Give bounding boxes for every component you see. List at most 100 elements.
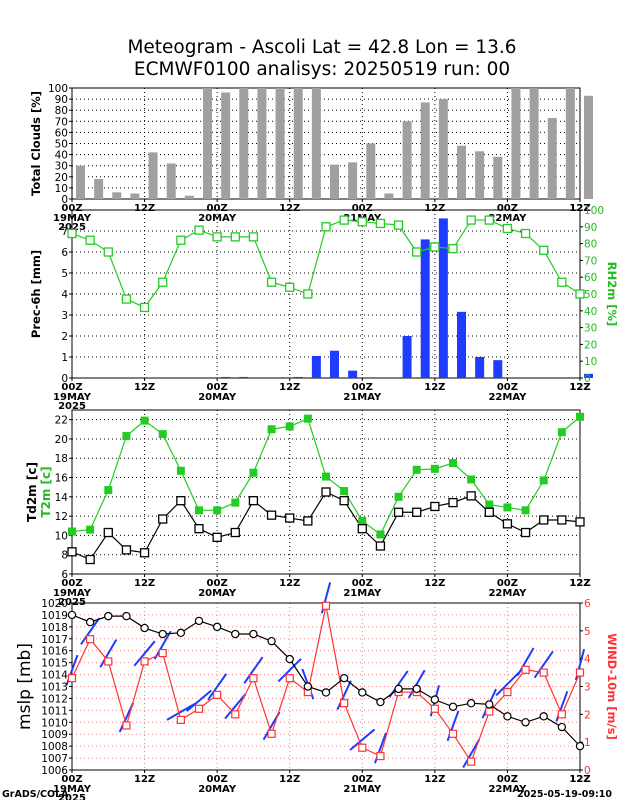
td2m-marker	[230, 527, 240, 538]
y-axis-label: Prec-6h [mm]	[29, 250, 43, 338]
cloud-bar	[584, 95, 593, 199]
rh-marker	[176, 235, 186, 245]
x-tick-label: 00Z	[497, 382, 518, 393]
mslp-marker	[339, 673, 349, 683]
mslp-marker	[521, 718, 530, 727]
wind-marker	[575, 668, 585, 677]
y-tick-label: 1017	[41, 634, 68, 646]
rh-marker	[67, 228, 77, 239]
x-tick-label: 00Z	[61, 382, 82, 393]
x-tick-label: 00Z	[497, 774, 518, 785]
cloud-bar	[565, 88, 575, 199]
t2m-marker	[412, 465, 421, 474]
td2m-marker	[448, 497, 458, 508]
rh-marker	[393, 220, 404, 230]
x-date-label: 19MAY	[53, 784, 92, 795]
precip-bar	[457, 311, 466, 378]
x-tick-label: 12Z	[134, 578, 155, 589]
mslp-marker	[575, 741, 585, 751]
wind-barb	[133, 640, 156, 667]
td2m-marker	[520, 527, 531, 538]
y-tick-label: 10	[55, 183, 68, 195]
y2-tick-label: 6	[584, 598, 591, 610]
cloud-bar	[94, 179, 104, 199]
y-tick-label: 10	[55, 530, 68, 542]
x-tick-label: 12Z	[569, 578, 590, 589]
y2-tick-label: 1	[584, 737, 591, 749]
rh-marker	[430, 242, 440, 252]
mslp-marker	[140, 623, 149, 633]
wind-barb	[243, 656, 264, 684]
mslp-marker	[212, 622, 222, 632]
td2m-marker	[176, 496, 186, 506]
y-tick-label: 7	[61, 226, 68, 238]
y2-tick-label: 80	[584, 239, 597, 251]
wind-barb	[407, 669, 426, 699]
x-year-label: 2025	[58, 401, 86, 412]
wind-marker	[249, 674, 258, 683]
x-tick-label: 12Z	[134, 382, 155, 393]
y2-tick-label: 20	[584, 339, 597, 351]
x-date-label: 21MAY	[343, 392, 382, 403]
y2-tick-label: 3	[584, 682, 591, 694]
mslp-marker	[303, 682, 313, 691]
cloud-bar	[402, 121, 412, 199]
rh-marker	[557, 277, 567, 287]
y-tick-label: 60	[55, 127, 68, 139]
rh-marker	[339, 215, 349, 225]
precip-bar	[420, 239, 430, 378]
td2m-marker	[248, 496, 259, 506]
y-tick-label: 1015	[41, 658, 68, 670]
td2m-marker	[103, 527, 113, 538]
panel-3	[67, 409, 585, 577]
td2m-marker	[339, 496, 349, 506]
wind-marker	[376, 751, 385, 761]
x-tick-label: 00Z	[61, 203, 82, 214]
cloud-bar	[76, 165, 85, 199]
mslp-marker	[412, 684, 421, 694]
mslp-marker	[394, 684, 403, 694]
y-tick-label: 1013	[41, 682, 68, 694]
td2m-marker	[412, 507, 422, 517]
t2m-marker	[176, 466, 185, 475]
precip-bar	[438, 218, 448, 378]
y2-axis-label: RH2m [%]	[605, 262, 618, 327]
x-date-label: 21MAY	[343, 588, 382, 599]
cloud-bar	[493, 156, 503, 199]
t2m-marker	[539, 476, 548, 485]
precip-bar	[311, 355, 321, 378]
wind-barb	[80, 617, 101, 645]
mslp-marker	[466, 699, 476, 708]
y2-tick-label: 0	[584, 765, 591, 777]
y2-tick-label: 70	[584, 255, 597, 267]
panel-2	[67, 209, 593, 381]
cloud-bar	[293, 88, 303, 199]
y2-tick-label: 0	[584, 373, 591, 385]
cloud-bar	[384, 193, 394, 199]
x-tick-label: 12Z	[279, 203, 300, 214]
t2m-marker	[521, 506, 530, 515]
wind-marker	[213, 690, 222, 699]
y-tick-label: 80	[55, 105, 68, 117]
panel-4	[65, 582, 586, 773]
x-tick-label: 12Z	[569, 382, 590, 393]
x-date-label: 20MAY	[198, 392, 237, 403]
rh-marker	[285, 282, 295, 292]
cloud-bar	[257, 88, 267, 199]
x-tick-label: 12Z	[279, 382, 300, 393]
precip-bar	[348, 370, 358, 378]
chart-title-line1: Meteogram - Ascoli Lat = 42.8 Lon = 13.6	[127, 37, 516, 58]
x-tick-label: 00Z	[207, 578, 228, 589]
y-tick-label: 20	[55, 172, 68, 184]
y-tick-label: 6	[61, 569, 68, 581]
t2m-marker	[430, 464, 439, 473]
t2m-marker	[376, 530, 385, 539]
t2m-marker	[68, 527, 76, 536]
y-tick-label: 22	[55, 415, 68, 427]
wind-barb	[224, 693, 247, 720]
t2m-marker	[340, 487, 349, 496]
td2m-marker	[484, 507, 494, 517]
precip-bar	[293, 376, 303, 378]
x-tick-label: 00Z	[207, 203, 228, 214]
wind-marker	[557, 710, 566, 719]
